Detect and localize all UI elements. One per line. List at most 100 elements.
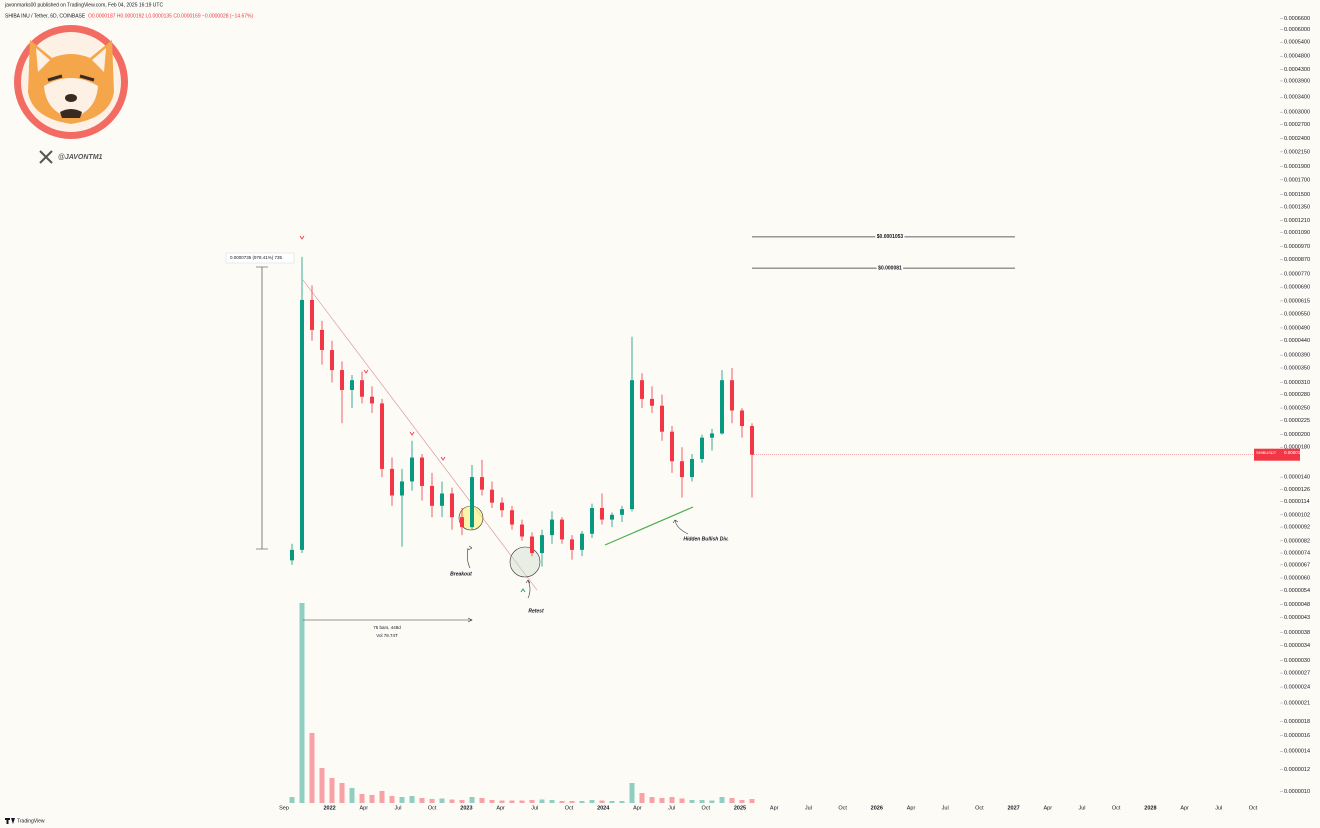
y-tick-label: 0.0000018 [1284, 719, 1310, 725]
volume-bar [539, 799, 545, 803]
measure-label: 0.0000735 (978.41%) 735 [230, 255, 283, 260]
footer: TradingView [17, 818, 45, 824]
y-tick-label: 0.0000102 [1284, 512, 1310, 518]
candle-body [680, 461, 684, 478]
candle-body [660, 405, 664, 432]
y-tick-label: 0.0000060 [1284, 575, 1310, 581]
volume-bar [629, 783, 635, 803]
y-tick-label: 0.0000250 [1284, 406, 1310, 412]
candle-body [500, 502, 504, 511]
x-tick-label: Oct [1249, 805, 1258, 811]
candle-body [670, 431, 674, 462]
y-tick-label: 0.0000074 [1284, 550, 1310, 556]
candle-body [320, 329, 324, 351]
volume-bar [489, 800, 495, 803]
level-label: $0.000081 [878, 265, 902, 271]
x-logo [39, 150, 53, 164]
candle-body [560, 519, 564, 540]
x-tick-label: Jul [394, 805, 401, 811]
y-tick-label: 0.0000550 [1284, 312, 1310, 318]
y-tick-label: 0.0000870 [1284, 257, 1310, 263]
y-tick-label: 0.0000970 [1284, 244, 1310, 250]
y-tick-label: 0.0000014 [1284, 749, 1310, 755]
x-tick-label: Apr [360, 805, 369, 811]
y-tick-label: 0.0001900 [1284, 164, 1310, 170]
volume-bar [619, 801, 625, 803]
volume-bar [579, 801, 585, 803]
x-tick-label: 2025 [734, 805, 746, 811]
retest-circle [509, 546, 541, 578]
volume-bar [639, 793, 645, 803]
x-tick-label: Oct [975, 805, 984, 811]
candle-body [490, 489, 494, 503]
x-tick-label: Apr [496, 805, 505, 811]
candle-body [370, 396, 374, 404]
divergence-label: Hidden Bullish Div. [683, 536, 728, 542]
divergence-line [604, 506, 694, 546]
y-tick-label: 0.0000038 [1284, 630, 1310, 636]
candle-body [620, 509, 624, 515]
x-tick-label: 2024 [597, 805, 610, 811]
y-tick-label: 0.0003000 [1284, 110, 1310, 116]
x-tick-label: 2027 [1007, 805, 1019, 811]
buy-marker [520, 588, 526, 593]
volume-bar [439, 798, 445, 803]
candle-body [710, 433, 714, 438]
x-tick-label: Jul [668, 805, 675, 811]
y-tick-label: 0.0000310 [1284, 380, 1310, 386]
y-tick-label: 0.0000180 [1284, 445, 1310, 451]
x-tick-label: Apr [633, 805, 642, 811]
y-tick-label: 0.0002700 [1284, 122, 1310, 128]
volume-bar [469, 797, 475, 803]
range-volume: Vol 78.74T [376, 633, 398, 638]
ohlc: O0.0000187 H0.0000192 L0.0000135 C0.0000… [88, 13, 253, 19]
x-tick-label: Apr [770, 805, 779, 811]
x-tick-label: Jul [531, 805, 538, 811]
y-tick-label: 0.0000440 [1284, 338, 1310, 344]
candle-body [350, 380, 354, 390]
volume-bar [679, 798, 685, 803]
candle-body [630, 380, 634, 510]
y-tick-label: 0.0000225 [1284, 418, 1310, 424]
volume-bar [589, 800, 595, 803]
volume-bar [499, 800, 505, 803]
volume-bar [449, 799, 455, 803]
volume-bar [359, 794, 365, 803]
y-tick-label: 0.0001700 [1284, 177, 1310, 183]
candle-body [520, 524, 524, 537]
divergence-arrow [672, 519, 689, 535]
volume-bar [399, 797, 405, 803]
y-tick-label: 0.0000034 [1284, 643, 1310, 649]
x-tick-label: Jul [942, 805, 949, 811]
x-tick-label: Oct [1112, 805, 1121, 811]
y-tick-label: 0.0005400 [1284, 40, 1310, 46]
candle-body [750, 426, 754, 455]
y-tick-label: 0.0000027 [1284, 671, 1310, 677]
x-tick-label: Jul [1215, 805, 1222, 811]
candle-body [600, 508, 604, 520]
volume-bar [479, 798, 485, 803]
y-tick-label: 0.0000043 [1284, 615, 1310, 621]
y-tick-label: 0.0000280 [1284, 392, 1310, 398]
volume-bar [559, 801, 565, 803]
volume-bar [339, 783, 345, 803]
volume-bar [599, 800, 605, 803]
x-tick-label: Apr [1180, 805, 1189, 811]
x-tick-label: 2022 [323, 805, 335, 811]
volume-bar [549, 800, 555, 803]
volume-bar [329, 778, 335, 803]
x-tick-label: Apr [1044, 805, 1053, 811]
candle-body [400, 481, 404, 496]
y-tick-label: 0.0000082 [1284, 538, 1310, 544]
y-tick-label: 0.0002400 [1284, 136, 1310, 142]
candle-body [440, 493, 444, 506]
publisher: javonmarks00 published on TradingView.co… [4, 2, 163, 8]
y-tick-label: 0.0000092 [1284, 525, 1310, 531]
y-tick-label: 0.0000490 [1284, 325, 1310, 331]
watermark: @JAVONTM1 [58, 154, 103, 161]
y-tick-label: 0.0000615 [1284, 298, 1310, 304]
candle-body [450, 493, 454, 518]
candle-body [340, 370, 344, 390]
range-arrow [303, 617, 473, 623]
